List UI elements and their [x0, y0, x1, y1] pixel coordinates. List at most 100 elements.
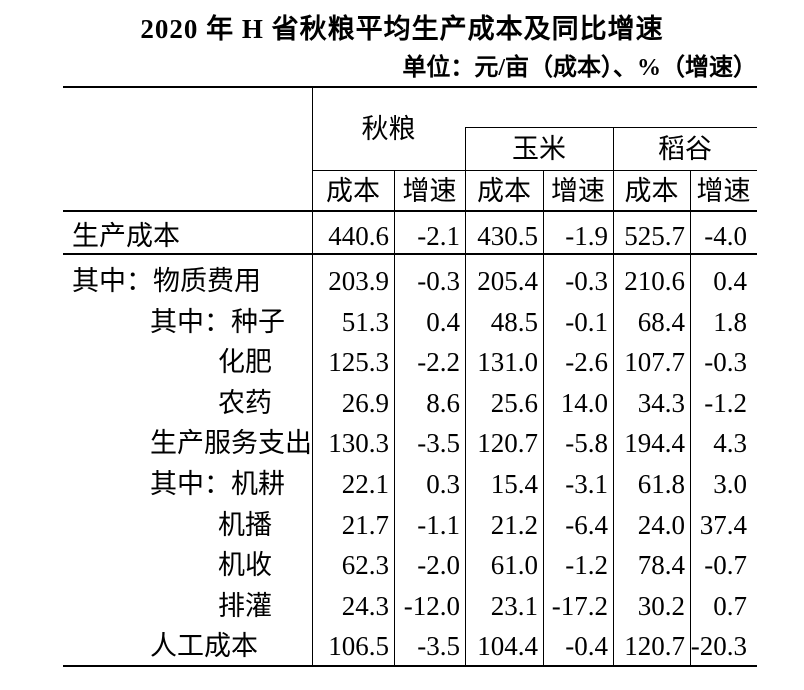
cell-value: -0.3: [704, 347, 747, 377]
row-label: 排灌: [218, 591, 272, 621]
cell-value: 51.3: [341, 307, 389, 337]
cell-value: 26.9: [341, 388, 389, 418]
rule-col-qiuliang-split: [394, 170, 395, 667]
cell-value: 25.6: [490, 388, 538, 418]
cell-value: 210.6: [624, 266, 685, 296]
cell-value: 0.3: [426, 469, 460, 499]
cell-value: -20.3: [690, 631, 747, 661]
cell-value: 14.0: [560, 388, 608, 418]
cell-value: -4.0: [704, 221, 747, 251]
cell-value: -12.0: [403, 591, 460, 621]
cell-value: 37.4: [699, 510, 747, 540]
cell-value: 106.5: [328, 631, 389, 661]
cell-value: 1.8: [713, 307, 747, 337]
cell-value: 21.7: [341, 510, 389, 540]
cell-value: 440.6: [328, 221, 389, 251]
cell-value: 61.0: [490, 550, 538, 580]
table-row: 机收 62.3 -2.0 61.0 -1.2 78.4 -0.7: [0, 545, 804, 586]
cell-value: 61.8: [637, 469, 685, 499]
rule-col-daogu-split: [690, 170, 691, 667]
cell-value: 0.4: [426, 307, 460, 337]
col-header-growth-2: 增速: [551, 176, 605, 206]
col-header-growth-1: 增速: [402, 176, 457, 206]
cell-value: -2.0: [417, 550, 460, 580]
row-label: 其中：物质费用: [72, 266, 261, 296]
cell-value: 15.4: [490, 469, 538, 499]
cell-value: -0.3: [565, 266, 608, 296]
cell-value: -0.1: [565, 307, 608, 337]
table-row: 排灌 24.3 -12.0 23.1 -17.2 30.2 0.7: [0, 586, 804, 627]
cell-value: -17.2: [551, 591, 608, 621]
cell-value: 120.7: [477, 428, 538, 458]
cell-value: -3.5: [417, 631, 460, 661]
rule-col-qiuliang-yumi: [465, 127, 466, 667]
cell-value: 203.9: [328, 266, 389, 296]
rule-top: [63, 86, 757, 88]
cell-value: -2.6: [565, 347, 608, 377]
cell-value: 194.4: [624, 428, 685, 458]
cell-value: 130.3: [328, 428, 389, 458]
cell-value: -6.4: [565, 510, 608, 540]
col-group-autumn-grain: 秋粮: [361, 114, 416, 144]
cell-value: 3.0: [713, 469, 747, 499]
cell-value: 30.2: [637, 591, 685, 621]
cell-value: 23.1: [490, 591, 538, 621]
row-label: 人工成本: [150, 631, 258, 661]
row-label: 化肥: [218, 347, 272, 377]
cell-value: 205.4: [477, 266, 538, 296]
rule-col-label: [312, 86, 313, 667]
cell-value: -1.2: [565, 550, 608, 580]
row-label: 机收: [218, 550, 272, 580]
cell-value: 131.0: [477, 347, 538, 377]
cell-value: -3.1: [565, 469, 608, 499]
row-label: 农药: [218, 388, 272, 418]
row-label: 其中：种子: [150, 307, 285, 337]
cell-value: 48.5: [490, 307, 538, 337]
cell-value: -3.5: [417, 428, 460, 458]
cell-value: 21.2: [490, 510, 538, 540]
row-label: 其中：机耕: [150, 469, 285, 499]
table-row: 化肥 125.3 -2.2 131.0 -2.6 107.7 -0.3: [0, 342, 804, 383]
table-row: 生产成本 440.6 -2.1 430.5 -1.9 525.7 -4.0: [0, 216, 804, 257]
cell-value: 62.3: [341, 550, 389, 580]
col-header-cost-2: 成本: [477, 176, 531, 206]
cell-value: 0.4: [713, 266, 747, 296]
cell-value: 120.7: [624, 631, 685, 661]
rule-header-bottom: [63, 210, 757, 212]
cell-value: -5.8: [565, 428, 608, 458]
table-row: 生产服务支出 130.3 -3.5 120.7 -5.8 194.4 4.3: [0, 423, 804, 464]
cell-value: -1.9: [565, 221, 608, 251]
table-row: 其中：种子 51.3 0.4 48.5 -0.1 68.4 1.8: [0, 302, 804, 343]
table-title: 2020 年 H 省秋粮平均生产成本及同比增速: [140, 14, 664, 44]
cell-value: -0.7: [704, 550, 747, 580]
cell-value: -0.3: [417, 266, 460, 296]
cell-value: 8.6: [426, 388, 460, 418]
row-label: 机播: [218, 510, 272, 540]
table-row: 其中：机耕 22.1 0.3 15.4 -3.1 61.8 3.0: [0, 464, 804, 505]
rule-group-bottom: [312, 170, 757, 171]
cell-value: 24.0: [637, 510, 685, 540]
rule-grain-box-top: [465, 127, 757, 128]
cell-value: 525.7: [624, 221, 685, 251]
cell-value: 104.4: [477, 631, 538, 661]
cell-value: 68.4: [637, 307, 685, 337]
table-row: 农药 26.9 8.6 25.6 14.0 34.3 -1.2: [0, 383, 804, 424]
col-header-cost-1: 成本: [326, 176, 380, 206]
cell-value: 34.3: [637, 388, 685, 418]
rule-under-total-row: [63, 253, 757, 255]
cell-value: -2.2: [417, 347, 460, 377]
cell-value: -1.1: [417, 510, 460, 540]
cell-value: 4.3: [713, 428, 747, 458]
unit-note: 单位：元/亩（成本）、%（增速）: [402, 55, 757, 81]
table-row: 机播 21.7 -1.1 21.2 -6.4 24.0 37.4: [0, 505, 804, 546]
table-row: 人工成本 106.5 -3.5 104.4 -0.4 120.7 -20.3: [0, 626, 804, 667]
cell-value: 107.7: [624, 347, 685, 377]
rule-col-yumi-split: [543, 170, 544, 667]
cell-value: 0.7: [713, 591, 747, 621]
cell-value: -0.4: [565, 631, 608, 661]
cell-value: 22.1: [341, 469, 389, 499]
table-row: 其中：物质费用 203.9 -0.3 205.4 -0.3 210.6 0.4: [0, 261, 804, 302]
col-header-cost-3: 成本: [624, 176, 679, 206]
cell-value: 78.4: [637, 550, 685, 580]
